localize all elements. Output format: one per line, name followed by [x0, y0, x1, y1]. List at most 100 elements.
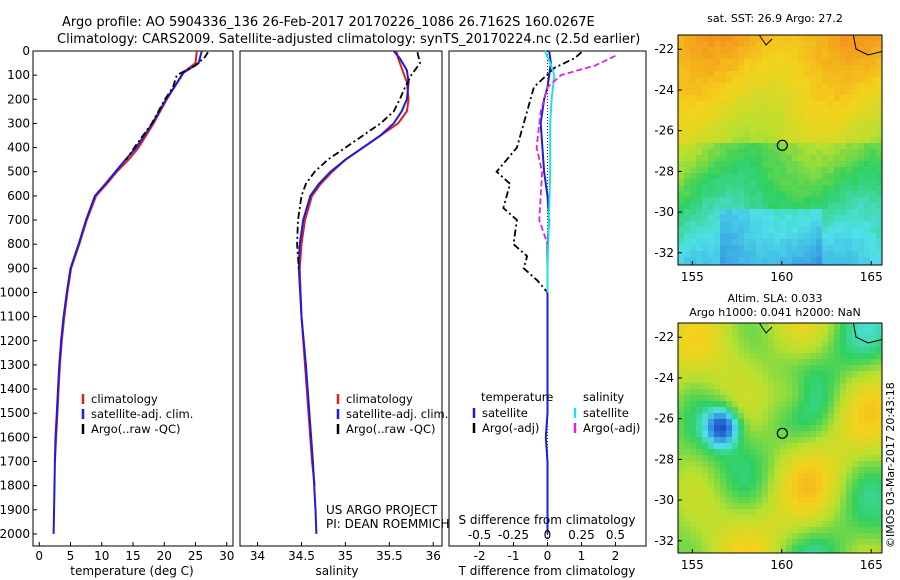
map-cell: [768, 131, 775, 138]
map-cell: [816, 491, 823, 498]
map-cell: [702, 41, 709, 48]
map-cell: [738, 545, 745, 552]
map-cell: [774, 545, 781, 552]
map-cell: [798, 473, 805, 480]
map-cell: [840, 95, 847, 102]
map-cell: [792, 443, 799, 450]
map-cell: [858, 89, 865, 96]
map-cell: [876, 521, 882, 528]
map-cell: [864, 173, 871, 180]
map-cell: [726, 461, 733, 468]
map-cell: [870, 383, 877, 390]
map-cell: [846, 221, 853, 228]
map-cell: [696, 155, 703, 162]
map-cell: [876, 467, 882, 474]
map-cell: [828, 47, 835, 54]
map-cell: [798, 461, 805, 468]
map-cell: [864, 143, 871, 150]
map-cell: [810, 365, 817, 372]
map-cell: [798, 437, 805, 444]
map-cell: [810, 155, 817, 162]
map-cell: [858, 419, 865, 426]
map-cell: [846, 161, 853, 168]
map-cell: [804, 341, 811, 348]
map-cell: [684, 245, 691, 252]
map-cell: [756, 215, 763, 222]
map-cell: [732, 155, 739, 162]
map-cell: [876, 371, 882, 378]
map-cell: [852, 551, 859, 553]
map-cell: [702, 185, 709, 192]
map-cell: [720, 521, 727, 528]
map-cell: [858, 389, 865, 396]
map-cell: [822, 431, 829, 438]
map-cell: [690, 389, 697, 396]
map-cell: [738, 101, 745, 108]
map-cell: [738, 383, 745, 390]
map-cell: [768, 503, 775, 510]
map-cell: [852, 47, 859, 54]
map-cell: [726, 155, 733, 162]
map-cell: [732, 449, 739, 456]
map-cell: [726, 389, 733, 396]
map-cell: [750, 215, 757, 222]
map-cell: [696, 545, 703, 552]
map-cell: [876, 263, 882, 265]
map-cell: [792, 407, 799, 414]
x-tick-label: 35.5: [376, 549, 403, 563]
map-cell: [702, 371, 709, 378]
map-cell: [828, 251, 835, 258]
map-cell: [726, 521, 733, 528]
map-cell: [696, 425, 703, 432]
map-cell: [816, 341, 823, 348]
map-cell: [858, 227, 865, 234]
map-cell: [708, 65, 715, 72]
map-cell: [858, 401, 865, 408]
map-cell: [720, 221, 727, 228]
map-cell: [816, 497, 823, 504]
map-cell: [792, 65, 799, 72]
map-cell: [774, 215, 781, 222]
map-cell: [816, 383, 823, 390]
map-cell: [798, 101, 805, 108]
map-cell: [870, 449, 877, 456]
legend-label: satellite-adj. clim.: [91, 407, 193, 421]
map-cell: [720, 95, 727, 102]
map-cell: [852, 449, 859, 456]
map-cell: [762, 365, 769, 372]
map-cell: [822, 515, 829, 522]
map-cell: [852, 101, 859, 108]
map-cell: [768, 59, 775, 66]
map-cell: [786, 251, 793, 258]
map-cell: [690, 437, 697, 444]
map-cell: [858, 95, 865, 102]
map-cell: [780, 443, 787, 450]
map-cell: [774, 371, 781, 378]
map-cell: [750, 377, 757, 384]
map-cell: [696, 203, 703, 210]
legend-label: Argo(-adj): [583, 421, 640, 435]
map-cell: [690, 497, 697, 504]
map-cell: [726, 191, 733, 198]
map-cell: [864, 347, 871, 354]
map-cell: [774, 149, 781, 156]
map-cell: [828, 497, 835, 504]
map-cell: [714, 443, 721, 450]
project-annotation-line2: PI: DEAN ROEMMICH: [326, 517, 449, 531]
map-cell: [774, 383, 781, 390]
map-cell: [738, 359, 745, 366]
map-cell: [834, 503, 841, 510]
map-cell: [864, 155, 871, 162]
map-cell: [750, 479, 757, 486]
map-cell: [678, 125, 685, 132]
map-cell: [726, 257, 733, 264]
map-cell: [840, 215, 847, 222]
map-cell: [816, 485, 823, 492]
map-cell: [768, 329, 775, 336]
map-cell: [714, 383, 721, 390]
map-cell: [696, 239, 703, 246]
title-line-1: Argo profile: AO 5904336_136 26-Feb-2017…: [62, 15, 595, 30]
map-cell: [720, 161, 727, 168]
map-cell: [720, 443, 727, 450]
map-cell: [822, 41, 829, 48]
